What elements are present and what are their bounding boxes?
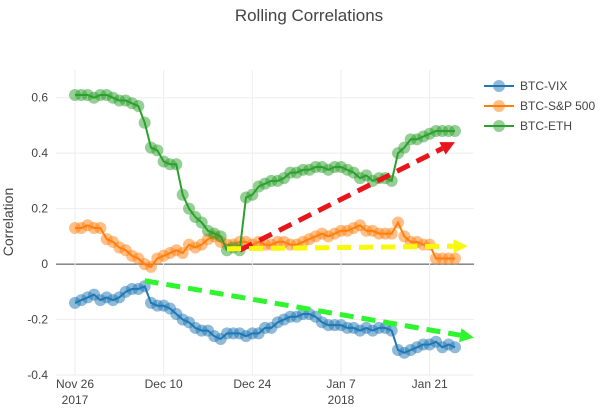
y-tick-label: 0 — [41, 257, 48, 271]
x-tick-sublabel: 2018 — [328, 393, 355, 407]
series-line — [74, 284, 456, 354]
x-tick-sublabel: 2017 — [62, 393, 89, 407]
legend-item: BTC-VIX — [484, 79, 567, 93]
trend-arrow-head — [439, 142, 455, 155]
y-tick-label: 0.4 — [31, 146, 48, 160]
y-tick-label: 0.6 — [31, 91, 48, 105]
x-tick-label: Dec 10 — [145, 377, 183, 391]
legend-swatch-marker — [493, 120, 505, 132]
legend-item: BTC-ETH — [484, 119, 572, 133]
y-tick-label: -0.2 — [27, 313, 48, 327]
legend-swatch-marker — [493, 80, 505, 92]
legend-item: BTC-S&P 500 — [484, 99, 595, 113]
y-axis-label: Correlation — [0, 188, 16, 256]
trend-arrow — [226, 239, 468, 254]
series-btc-s-p-500 — [69, 216, 461, 273]
trend-arrow-shaft — [226, 243, 454, 252]
series-layer — [69, 88, 461, 359]
axis-layer: -0.4 -0.2 0 0.2 0.4 0.6 Nov 26 2017 Dec 10 Dec 24… — [27, 91, 448, 407]
trend-arrow — [238, 142, 455, 253]
x-tick-label: Nov 26 — [56, 377, 94, 391]
legend-label: BTC-VIX — [520, 79, 567, 93]
chart-title: Rolling Correlations — [235, 6, 383, 25]
trend-arrow — [144, 278, 474, 343]
legend: BTC-VIX BTC-S&P 500 BTC-ETH — [484, 79, 595, 133]
legend-label: BTC-S&P 500 — [520, 99, 595, 113]
annotation-layer — [144, 142, 474, 343]
x-tick-label: Jan 7 — [326, 377, 356, 391]
series-line — [75, 220, 455, 269]
y-tick-label: -0.4 — [27, 368, 48, 382]
x-tick-label: Jan 21 — [412, 377, 448, 391]
trend-arrow-head — [459, 328, 474, 343]
legend-label: BTC-ETH — [520, 119, 572, 133]
legend-swatch-marker — [493, 100, 505, 112]
trend-arrow-head — [453, 239, 468, 254]
y-tick-label: 0.2 — [31, 202, 48, 216]
trend-arrow-shaft — [238, 146, 444, 253]
x-tick-label: Dec 24 — [233, 377, 271, 391]
series-btc-vix — [69, 280, 461, 359]
trend-arrow-shaft — [144, 278, 461, 338]
series-line — [75, 94, 455, 252]
